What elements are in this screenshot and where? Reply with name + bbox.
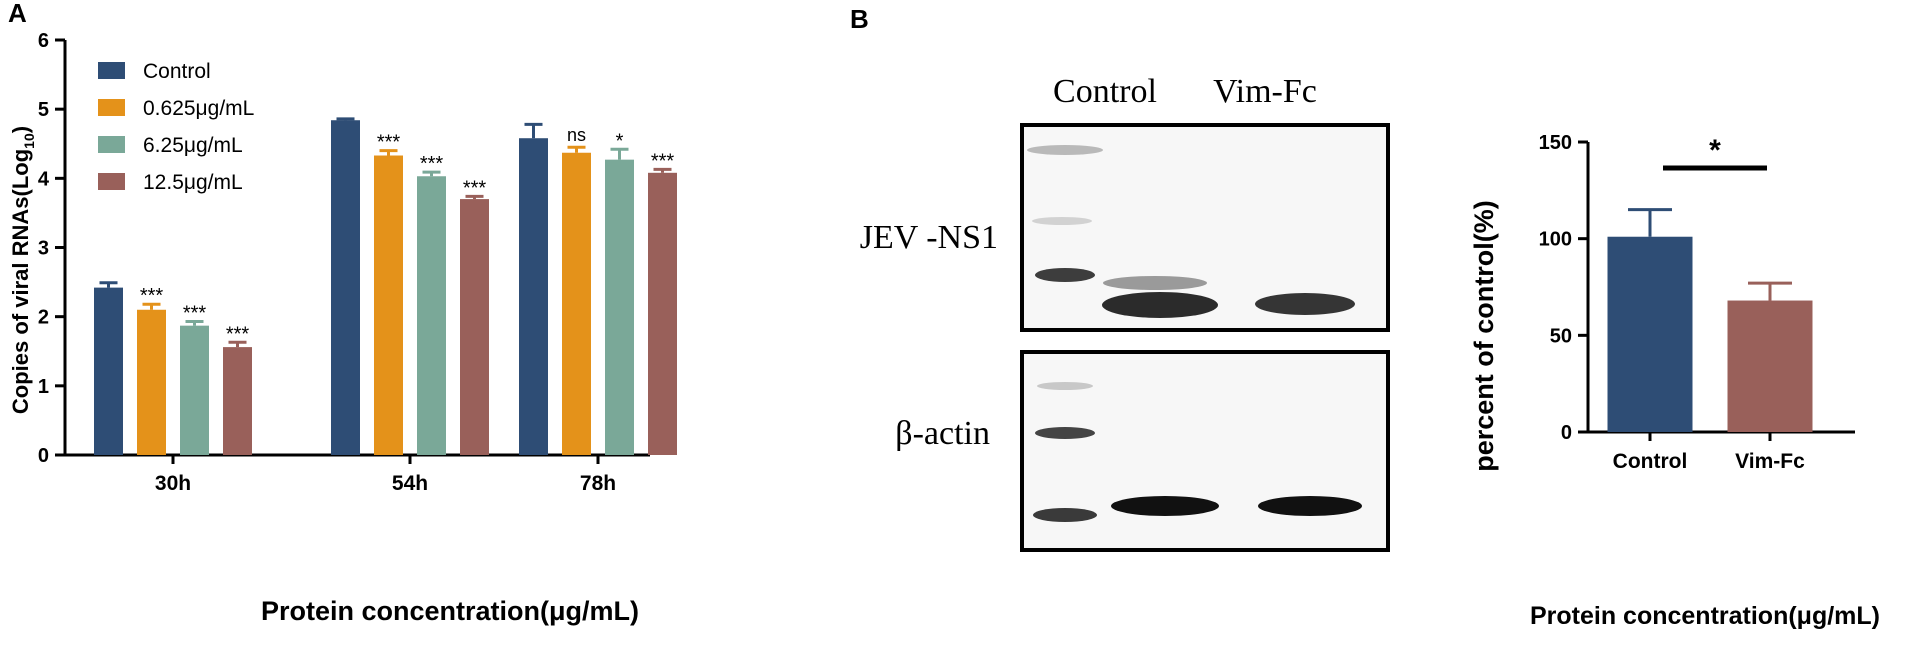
chart-a-y-axis-label: Copies of viral RNAs(Log10)	[8, 126, 37, 414]
chart-b-y-tick-label: 0	[1561, 422, 1572, 444]
chart-a-significance-label: ***	[183, 303, 207, 325]
chart-a-x-axis-label: Protein concentration(μg/mL)	[261, 596, 639, 626]
ns1-band-vimfc	[1255, 293, 1355, 315]
blot-row-label-ns1: JEV -NS1	[860, 219, 998, 256]
chart-a-legend-swatch	[98, 173, 125, 190]
western-blot: Control Vim-Fc JEV -NS1 β-actin	[860, 73, 1390, 552]
chart-a-significance-label: ***	[226, 323, 250, 345]
chart-b-y-tick-label: 150	[1539, 132, 1572, 154]
chart-a: Copies of viral RNAs(Log10) Protein conc…	[8, 30, 677, 626]
blot-row-label-actin: β-actin	[895, 415, 990, 452]
chart-a-x-tick-label: 54h	[392, 472, 428, 495]
chart-a-y-tick-label: 5	[38, 99, 49, 121]
chart-a-bar	[519, 138, 548, 455]
chart-a-legend-label: 12.5μg/mL	[143, 171, 243, 194]
chart-b-y-tick-label: 100	[1539, 229, 1572, 251]
chart-a-significance-label: *	[616, 130, 624, 152]
chart-a-legend-swatch	[98, 62, 125, 79]
blot-lane-label-vimfc: Vim-Fc	[1213, 73, 1317, 110]
panel-b-label: B	[850, 4, 869, 34]
chart-a-bar	[417, 176, 446, 455]
ns1-band-control	[1102, 292, 1218, 318]
chart-a-legend-swatch	[98, 136, 125, 153]
chart-a-significance-label: ***	[140, 285, 164, 307]
chart-a-bar	[137, 309, 166, 455]
chart-a-bar	[331, 120, 360, 455]
chart-b-y-axis-label: percent of control(%)	[1469, 200, 1499, 472]
chart-a-y-tick-label: 3	[38, 238, 49, 260]
ladder-band	[1027, 145, 1103, 155]
chart-a-y-tick-label: 0	[38, 445, 49, 467]
chart-a-y-tick-label: 6	[38, 30, 49, 52]
chart-a-bar	[460, 199, 489, 455]
chart-a-bar	[223, 347, 252, 455]
blot-lane-label-control: Control	[1053, 73, 1157, 110]
chart-b-bar	[1727, 300, 1813, 432]
chart-a-bar	[94, 287, 123, 455]
chart-a-significance-label: ns	[567, 125, 586, 145]
chart-a-legend-label: 0.625μg/mL	[143, 97, 254, 120]
chart-a-bar	[605, 159, 634, 456]
chart-a-bar	[374, 155, 403, 455]
chart-b-x-axis-label: Protein concentration(μg/mL)	[1530, 602, 1880, 630]
chart-b-x-tick-label: Control	[1613, 450, 1688, 473]
actin-band-vimfc	[1258, 496, 1362, 516]
chart-a-significance-label: ***	[651, 150, 675, 172]
chart-a-legend-label: Control	[143, 60, 211, 83]
actin-band-control	[1111, 496, 1219, 516]
chart-a-significance-label: ***	[420, 153, 444, 175]
ladder-band	[1032, 217, 1092, 225]
chart-b-bar	[1607, 236, 1693, 432]
chart-b-x-tick-label: Vim-Fc	[1735, 450, 1805, 473]
chart-a-bar	[180, 325, 209, 455]
chart-b: percent of control(%) Protein concentrat…	[1469, 132, 1880, 630]
ladder-band	[1037, 382, 1093, 390]
ns1-band-control-faint	[1103, 276, 1207, 290]
chart-a-y-tick-label: 1	[38, 376, 49, 398]
chart-a-x-tick-label: 30h	[155, 472, 191, 495]
chart-b-significance-label: *	[1709, 134, 1721, 167]
chart-a-bar	[562, 152, 591, 455]
ladder-band	[1035, 268, 1095, 282]
chart-b-y-tick-label: 50	[1550, 325, 1572, 347]
chart-a-x-tick-label: 78h	[580, 472, 616, 495]
panel-a-label: A	[8, 0, 27, 28]
chart-a-legend-label: 6.25μg/mL	[143, 134, 243, 157]
chart-a-legend-swatch	[98, 99, 125, 116]
chart-a-y-tick-label: 2	[38, 307, 49, 329]
chart-a-significance-label: ***	[377, 132, 401, 154]
ladder-band	[1035, 427, 1095, 439]
ladder-band	[1033, 508, 1097, 522]
chart-a-bar	[648, 172, 677, 456]
chart-a-y-tick-label: 4	[38, 168, 50, 190]
chart-a-significance-label: ***	[463, 177, 487, 199]
